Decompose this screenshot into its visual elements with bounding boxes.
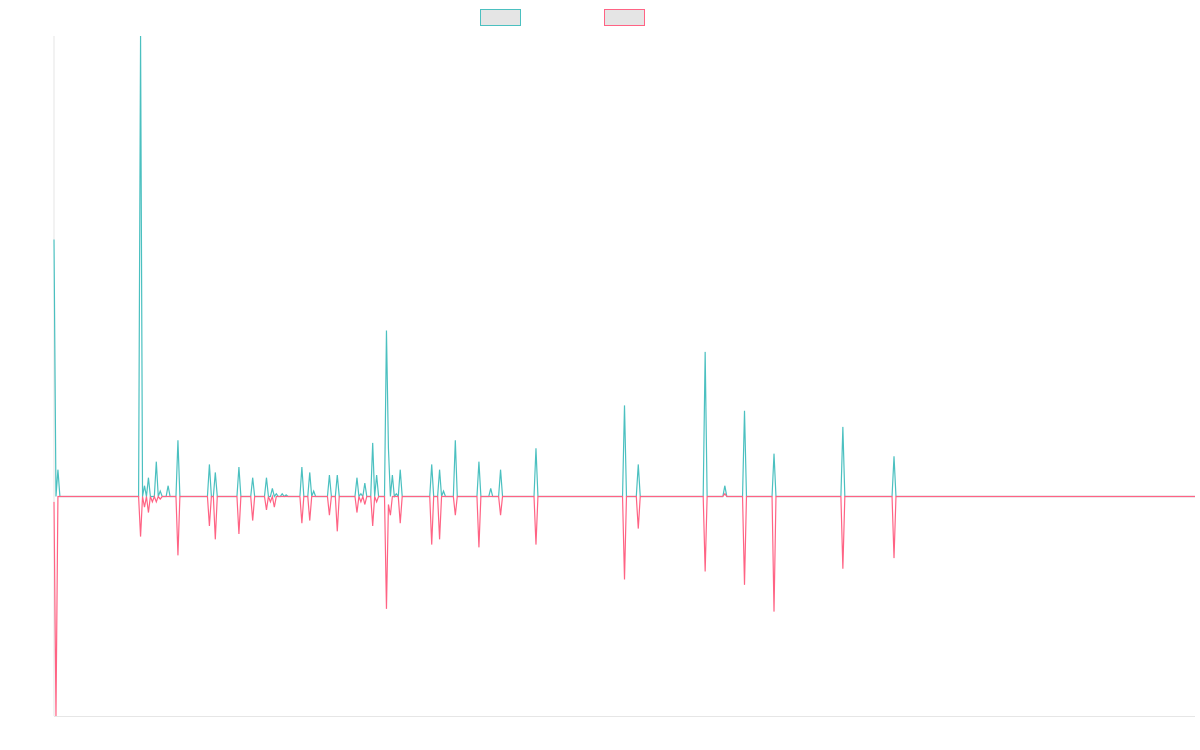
axes	[53, 36, 1195, 717]
legend-swatch-series-2[interactable]	[604, 9, 645, 26]
legend-swatch-series-1[interactable]	[480, 9, 521, 26]
series-2-line[interactable]	[53, 492, 1195, 717]
legend	[480, 9, 645, 26]
series-1-line[interactable]	[53, 35, 1195, 499]
series-layer	[53, 35, 1195, 717]
